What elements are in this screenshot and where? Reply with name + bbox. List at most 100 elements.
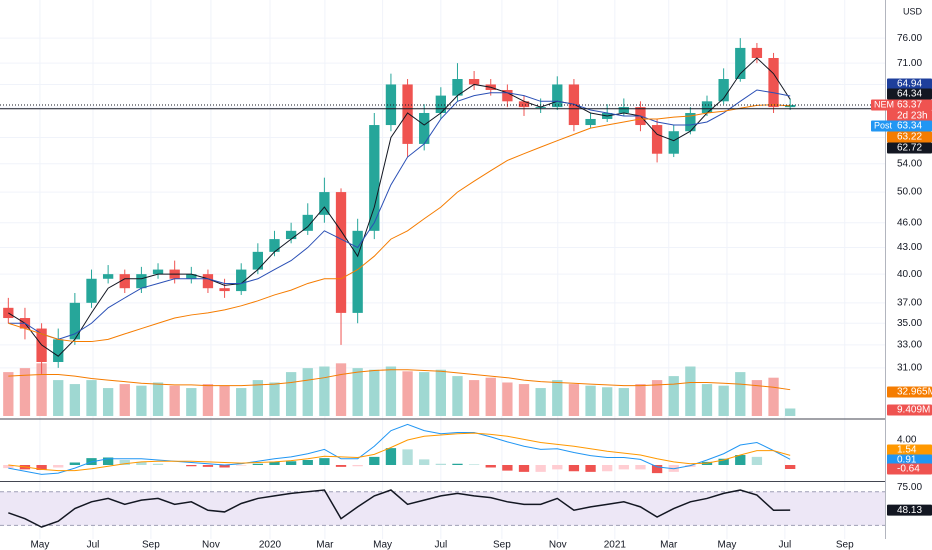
volume-bar [402,371,413,416]
volume-bar [552,380,563,416]
price-badge [887,404,932,416]
macd-histogram [53,465,64,468]
volume-bar [502,382,513,416]
macd-histogram [136,461,147,465]
y-tick-label: 75.00 [897,482,922,493]
price-badge [887,463,932,475]
candle-body [102,274,114,279]
badge-name: Post [874,120,893,130]
badge-value: 9.409M [897,405,930,416]
badge-value: 32.965M [897,387,932,398]
badge-value: 64.34 [897,89,922,100]
candle-body [285,230,297,240]
candle-body [435,95,446,113]
candle-body [319,192,330,215]
volume-bar [136,385,147,416]
x-tick-label: Jul [778,540,791,550]
volume-bar [768,377,779,416]
y-tick-label: 33.00 [897,340,922,351]
volume-bar [718,385,729,416]
volume-bar [535,388,546,416]
candle-body [352,230,363,313]
x-tick-label: 2021 [604,540,627,550]
macd-histogram [119,460,130,465]
candle-body [718,79,729,102]
macd-histogram [468,464,480,465]
macd-histogram [535,465,546,472]
price-badge [887,131,932,143]
candle-body [502,89,513,102]
macd-histogram [3,465,14,469]
candle-body [369,125,380,231]
currency: USD [903,6,923,16]
price-badge [887,78,932,90]
macd-histogram [785,465,796,469]
macd-histogram [252,463,264,465]
macd-histogram [36,465,47,470]
macd-histogram [651,465,663,474]
candle-body [219,288,230,292]
macd-histogram [236,465,247,466]
volume-bar [319,366,330,416]
badge-name: NEM [874,99,894,109]
volume-bar [785,408,796,416]
macd-histogram [502,465,513,471]
candle-body [518,101,530,108]
macd-line [8,432,791,472]
y-tick-label: 71.00 [897,58,922,69]
candle-body [269,239,280,252]
candle-body [585,118,596,126]
macd-histogram [102,457,114,465]
volume-bar [152,382,164,416]
volume-bar [385,366,397,416]
candle-body [53,339,64,362]
candle-body [302,214,313,231]
x-tick-label: 2020 [259,540,282,550]
countdown: 2d 23h [897,111,928,122]
candle-body [701,101,713,113]
candle-body [86,278,97,303]
macd-histogram [202,465,214,467]
volume-bar [468,380,480,416]
volume-bar [518,384,530,416]
price-badge [871,120,932,132]
volume-bar [485,377,496,416]
volume-bar [335,363,347,416]
macd-histogram [285,461,297,465]
x-tick-label: Nov [549,540,567,550]
volume-bar [102,388,114,416]
x-tick-label: May [373,540,392,550]
candle-body [335,192,347,313]
volume-bar [202,384,214,416]
volume-bar [219,385,230,416]
x-tick-label: Jul [434,540,447,550]
y-tick-label: 46.00 [897,217,922,228]
macd-histogram [402,449,413,465]
macd-histogram [602,465,613,472]
macd-histogram [302,460,313,465]
y-tick-label: 40.00 [897,269,922,280]
x-tick-label: Sep [142,540,160,550]
candle-body [69,302,81,340]
macd-histogram [452,463,463,465]
countdown-badge [887,110,932,122]
rsi-band [0,491,885,526]
macd-histogram [735,455,746,465]
candle-body [119,274,130,289]
macd-histogram [352,465,363,467]
volume-bar [236,388,247,416]
macd-histogram [635,465,646,470]
candle-body [618,107,629,113]
badge-value: 64.94 [897,79,922,90]
volume-ma [8,369,791,391]
candle-body [668,131,679,154]
volume-bar [69,384,81,416]
volume-bar [452,376,463,416]
volume-bar [651,380,663,416]
volume-bar [252,380,264,416]
price-badge [887,504,932,516]
volume-bar [285,372,297,416]
price-badge [887,454,932,466]
candle-body [785,104,796,108]
macd-histogram [552,465,563,470]
